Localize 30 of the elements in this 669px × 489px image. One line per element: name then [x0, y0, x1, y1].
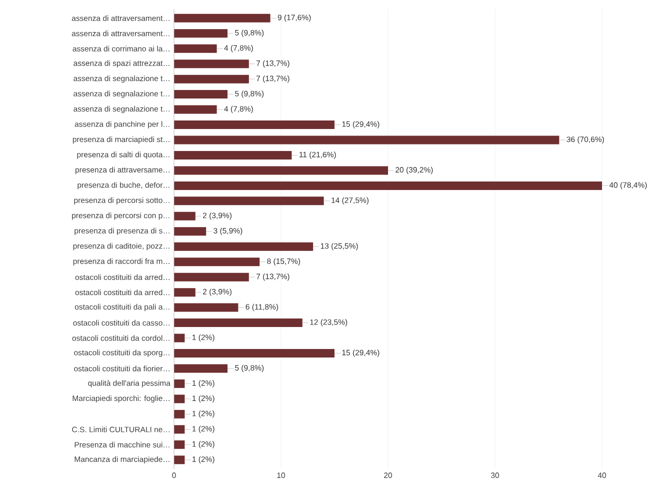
bar: [174, 105, 217, 114]
bar: [174, 242, 314, 251]
bar: [174, 348, 335, 358]
bar: [174, 227, 206, 236]
bar: [174, 456, 185, 464]
bar: [174, 136, 560, 144]
bar: [174, 379, 185, 388]
bar: [174, 394, 185, 404]
bar: [174, 150, 292, 160]
bar: [174, 212, 196, 220]
bar: [174, 440, 185, 449]
bar: [174, 364, 228, 373]
bar: [174, 272, 249, 282]
bar: [174, 74, 249, 84]
bar: [174, 166, 388, 175]
bar: [174, 425, 185, 434]
bar: [174, 60, 249, 68]
bar: [174, 29, 228, 38]
bar: [174, 334, 185, 342]
bar: [174, 181, 602, 190]
bar: [174, 258, 260, 266]
bar: [174, 410, 185, 418]
bar: [174, 303, 238, 312]
bar: [174, 44, 217, 53]
bar: [174, 14, 270, 22]
bar: [174, 196, 324, 206]
bar: [174, 90, 228, 99]
bar: [174, 288, 196, 297]
bar: [174, 318, 302, 328]
bar: [174, 120, 335, 130]
